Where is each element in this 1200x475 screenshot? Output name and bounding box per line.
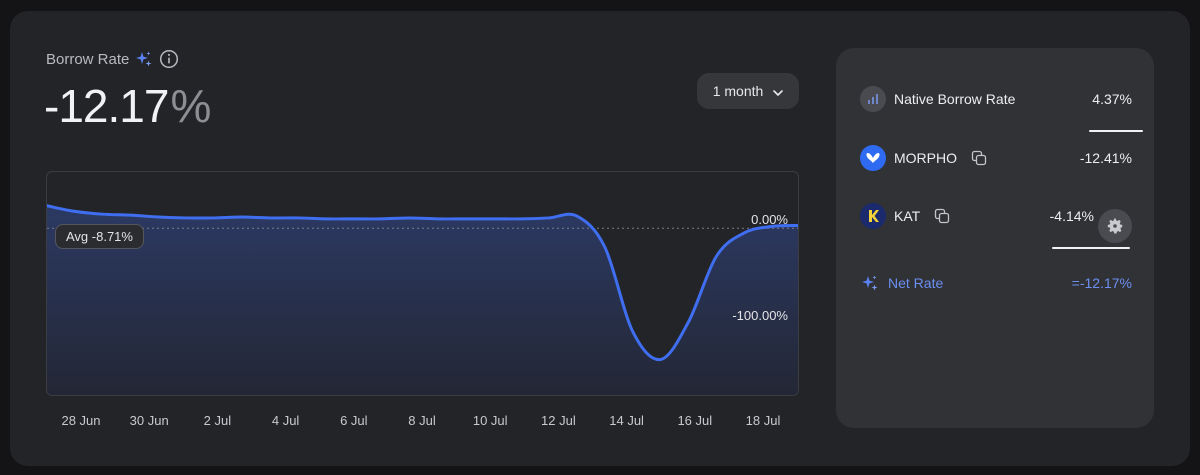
gear-icon[interactable] xyxy=(1098,209,1132,243)
x-tick-label: 4 Jul xyxy=(271,413,300,428)
net-rate-value: =-12.17% xyxy=(1071,275,1132,291)
native-borrow-rate-label: Native Borrow Rate xyxy=(894,91,1016,107)
kat-logo-icon xyxy=(860,203,886,229)
morpho-label: MORPHO xyxy=(894,150,957,166)
native-borrow-rate-row: Native Borrow Rate 4.37% xyxy=(860,84,1132,114)
x-tick-label: 6 Jul xyxy=(340,413,368,428)
chart-svg xyxy=(47,204,798,395)
title-row: Borrow Rate xyxy=(46,49,179,69)
native-rate-underline xyxy=(1089,130,1143,132)
morpho-value: -12.41% xyxy=(1079,150,1132,166)
copy-icon[interactable] xyxy=(971,150,987,166)
bar-chart-icon xyxy=(860,86,886,112)
chevron-down-icon xyxy=(773,83,784,99)
x-tick-label: 14 Jul xyxy=(609,413,644,428)
morpho-row: MORPHO -12.41% xyxy=(860,143,1132,173)
x-tick-label: 28 Jun xyxy=(61,413,101,428)
kat-label: KAT xyxy=(894,208,921,224)
sparkle-icon xyxy=(135,50,153,68)
net-rate-label: Net Rate xyxy=(888,275,944,291)
kat-rate-underline xyxy=(1052,247,1130,249)
range-label: 1 month xyxy=(712,83,764,99)
borrow-rate-value: -12.17% xyxy=(44,79,211,133)
x-tick-label: 2 Jul xyxy=(203,413,232,428)
y-tick-label: 0.00% xyxy=(751,212,788,228)
x-tick-label: 8 Jul xyxy=(408,413,436,428)
copy-icon[interactable] xyxy=(934,208,950,224)
kat-value: -4.14% xyxy=(1049,208,1094,224)
chart-series-line xyxy=(47,204,798,362)
y-tick-label: -100.00% xyxy=(732,308,788,323)
rate-breakdown-panel: Native Borrow Rate 4.37% MORPHO -12.41% xyxy=(836,48,1154,428)
chart-area xyxy=(47,205,798,395)
x-tick-label: 16 Jul xyxy=(677,413,713,428)
x-tick-label: 30 Jun xyxy=(129,413,169,428)
borrow-rate-unit: % xyxy=(170,80,211,132)
native-borrow-rate-value: 4.37% xyxy=(1092,91,1132,107)
x-tick-label: 18 Jul xyxy=(745,413,781,428)
borrow-rate-number: -12.17 xyxy=(44,80,169,132)
average-annotation: Avg -8.71% xyxy=(55,224,144,249)
kat-row: KAT -4.14% xyxy=(860,201,1132,231)
info-icon[interactable] xyxy=(159,49,179,69)
range-dropdown[interactable]: 1 month xyxy=(697,73,799,109)
butterfly-icon xyxy=(860,145,886,171)
borrow-rate-card: Borrow Rate -12.17% 1 month xyxy=(10,11,1190,466)
borrow-rate-chart[interactable]: Avg -8.71% 0.00% -100.00% xyxy=(46,171,799,396)
sparkle-icon xyxy=(860,270,880,296)
net-rate-row: Net Rate =-12.17% xyxy=(860,268,1132,298)
x-tick-label: 10 Jul xyxy=(472,413,508,428)
borrow-rate-title: Borrow Rate xyxy=(46,50,130,68)
x-axis: 28 Jun 30 Jun 2 Jul 4 Jul 6 Jul 8 Jul 10 Jul 12… xyxy=(46,413,799,433)
x-tick-label: 12 Jul xyxy=(541,413,576,428)
